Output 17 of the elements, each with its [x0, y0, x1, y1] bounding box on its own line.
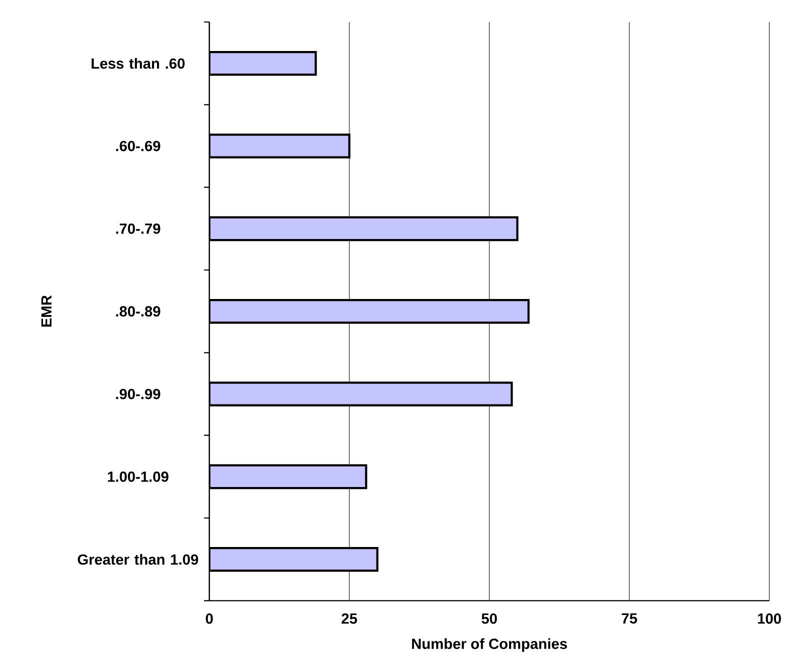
y-tick-label: .70-.79	[116, 224, 160, 234]
x-tick-label: 50	[482, 613, 497, 624]
y-tick-label: Less than .60	[92, 58, 185, 69]
x-tick-label: 75	[622, 613, 638, 624]
y-tick-label: 1.00-1.09	[108, 472, 168, 482]
bar	[209, 216, 518, 242]
bar	[209, 134, 350, 158]
y-axis-title: EMR	[41, 295, 52, 327]
y-tick-label: .60-.69	[116, 140, 160, 152]
y-tick-label: .90-.99	[116, 388, 160, 400]
bar	[209, 382, 513, 406]
x-tick-label: 100	[758, 613, 781, 624]
y-tick-label: Greater than 1.09	[78, 554, 198, 565]
x-axis-title: Number of Companies	[412, 638, 567, 652]
x-tick-label: 0	[206, 613, 213, 624]
y-tick-label: .80-.89	[116, 306, 160, 317]
x-tick-label: 25	[342, 613, 358, 624]
